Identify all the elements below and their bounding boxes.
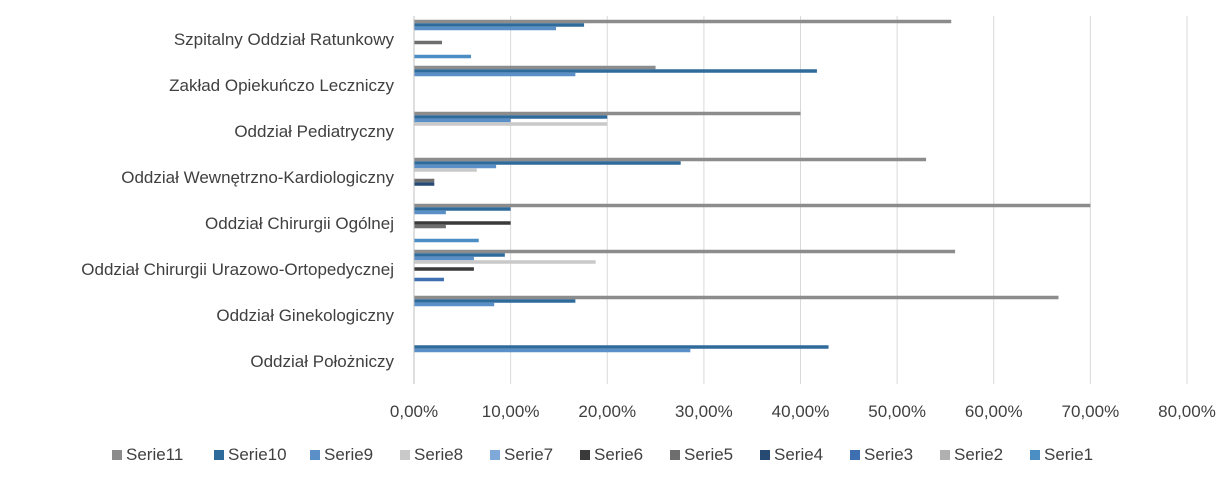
x-tick-label: 50,00% xyxy=(868,402,926,421)
legend-label: Serie7 xyxy=(504,445,553,464)
bar-serie11 xyxy=(414,203,1091,208)
bar-serie6 xyxy=(414,267,474,271)
x-tick-label: 0,00% xyxy=(390,402,438,421)
legend-swatch xyxy=(760,450,770,460)
legend-label: Serie8 xyxy=(414,445,463,464)
x-tick-label: 80,00% xyxy=(1158,402,1216,421)
x-tick-label: 60,00% xyxy=(965,402,1023,421)
bar-serie11 xyxy=(414,295,1059,300)
bar-serie9 xyxy=(414,348,691,353)
bar-serie10 xyxy=(414,345,829,349)
legend-swatch xyxy=(400,450,410,460)
bar-serie4 xyxy=(414,182,435,186)
category-label: Zakład Opiekuńczo Leczniczy xyxy=(169,76,394,95)
bar-serie9 xyxy=(414,72,576,77)
legend-swatch xyxy=(112,450,122,460)
axes: 0,00% 10,00% 20,00% 30,00% 40,00% 50,00% 60,00… xyxy=(81,16,1216,421)
bar-serie8 xyxy=(414,260,596,264)
legend-label: Serie3 xyxy=(864,445,913,464)
bar-serie10 xyxy=(414,207,511,211)
x-tick-label: 30,00% xyxy=(675,402,733,421)
bar-serie9 xyxy=(414,118,511,123)
legend-label: Serie5 xyxy=(684,445,733,464)
category-label: Oddział Pediatryczny xyxy=(234,122,394,141)
x-tick-label: 10,00% xyxy=(482,402,540,421)
bar-serie11 xyxy=(414,111,801,116)
category-label: Oddział Położniczy xyxy=(250,352,394,371)
bar-serie8 xyxy=(414,122,608,126)
legend-label: Serie2 xyxy=(954,445,1003,464)
x-tick-label: 70,00% xyxy=(1062,402,1120,421)
bar-serie10 xyxy=(414,23,585,27)
category-label: Oddział Chirurgii Ogólnej xyxy=(205,214,394,233)
bar-serie1 xyxy=(414,54,472,59)
bar-serie9 xyxy=(414,26,557,31)
bar-serie5 xyxy=(414,40,443,45)
legend-label: Serie10 xyxy=(228,445,287,464)
legend-swatch xyxy=(1030,450,1040,460)
bar-serie5 xyxy=(414,178,435,183)
bar-serie10 xyxy=(414,69,817,73)
bar-serie5 xyxy=(414,224,446,229)
legend-swatch xyxy=(670,450,680,460)
bar-serie1 xyxy=(414,238,479,243)
bars xyxy=(414,19,1091,353)
legend-label: Serie4 xyxy=(774,445,823,464)
bar-serie10 xyxy=(414,115,608,119)
bar-serie11 xyxy=(414,19,952,24)
legend-label: Serie9 xyxy=(324,445,373,464)
bar-serie11 xyxy=(414,157,927,162)
category-label: Oddział Ginekologiczny xyxy=(216,306,394,325)
category-label: Oddział Wewnętrzno-Kardiologiczny xyxy=(121,168,394,187)
bar-serie10 xyxy=(414,253,505,257)
bar-serie9 xyxy=(414,302,495,307)
bar-serie10 xyxy=(414,299,576,303)
category-label: Szpitalny Oddział Ratunkowy xyxy=(174,30,395,49)
legend-label: Serie1 xyxy=(1044,445,1093,464)
bar-serie11 xyxy=(414,65,656,70)
gridlines xyxy=(413,16,1188,384)
bar-serie9 xyxy=(414,210,446,215)
bar-serie11 xyxy=(414,249,956,254)
legend-swatch xyxy=(580,450,590,460)
legend-label: Serie11 xyxy=(126,445,183,464)
x-tick-label: 40,00% xyxy=(772,402,830,421)
legend-swatch xyxy=(310,450,320,460)
bar-serie10 xyxy=(414,161,681,165)
legend: Serie11 Serie10 Serie9 Serie8 Serie7 Serie6 Se… xyxy=(112,445,1093,464)
legend-swatch xyxy=(850,450,860,460)
bar-serie9 xyxy=(414,164,497,169)
legend-swatch xyxy=(940,450,950,460)
bar-serie6 xyxy=(414,221,511,225)
x-tick-label: 20,00% xyxy=(578,402,636,421)
legend-swatch xyxy=(214,450,224,460)
category-label: Oddział Chirurgii Urazowo-Ortopedycznej xyxy=(81,260,394,279)
bar-serie3 xyxy=(414,277,444,282)
bar-serie9 xyxy=(414,256,474,261)
legend-swatch xyxy=(490,450,500,460)
bar-serie8 xyxy=(414,168,477,172)
legend-label: Serie6 xyxy=(594,445,643,464)
